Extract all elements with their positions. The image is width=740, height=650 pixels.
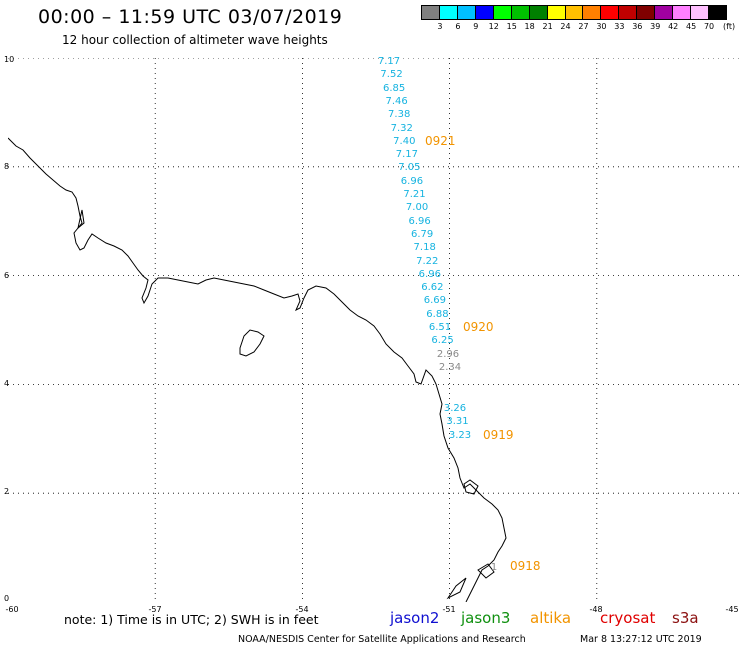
grid-lines bbox=[8, 58, 740, 602]
legend-swatch bbox=[690, 5, 709, 20]
legend-label: 42 bbox=[668, 22, 679, 31]
wave-height-label: 3.23 bbox=[448, 429, 472, 441]
lon-label: -48 bbox=[589, 605, 603, 614]
legend-label: 21 bbox=[542, 22, 553, 31]
satellite-name: s3a bbox=[672, 609, 699, 627]
generation-timestamp: Mar 8 13:27:12 UTC 2019 bbox=[580, 634, 702, 645]
wave-height-label: 6.69 bbox=[423, 295, 447, 307]
legend-label: 45 bbox=[686, 22, 697, 31]
wave-height-label: 6.62 bbox=[421, 282, 444, 294]
legend-swatch bbox=[492, 5, 512, 20]
satellite-name: cryosat bbox=[600, 609, 656, 627]
satellite-name: jason2 bbox=[390, 609, 440, 627]
pass-time-label: 0918 bbox=[510, 559, 541, 573]
wave-height-map bbox=[8, 58, 740, 602]
wave-height-label: 6.79 bbox=[411, 228, 434, 240]
wave-height-label: 7.05 bbox=[398, 162, 421, 174]
legend-label: 27 bbox=[578, 22, 589, 31]
wave-height-label: 3.26 bbox=[443, 403, 467, 414]
credit-text: NOAA/NESDIS Center for Satellite Applica… bbox=[238, 634, 526, 645]
legend-swatch bbox=[456, 5, 476, 20]
legend-swatch bbox=[672, 5, 692, 20]
legend-label: 15 bbox=[506, 22, 517, 31]
legend-label: 9 bbox=[473, 22, 479, 31]
wave-height-label: 7.00 bbox=[405, 202, 429, 214]
legend-label: 18 bbox=[524, 22, 535, 31]
legend-label: 33 bbox=[614, 22, 625, 31]
legend-label: 39 bbox=[650, 22, 661, 31]
wave-height-label: 6.51 bbox=[428, 322, 452, 333]
lon-label: -60 bbox=[5, 605, 19, 614]
color-legend-labels: 3 6 9 12 15 18 21 24 27 30 33 36 39 42 45 70 (ft) bbox=[422, 22, 740, 34]
legend-swatch bbox=[510, 5, 530, 20]
color-legend bbox=[421, 5, 727, 20]
wave-height-label: 6.96 bbox=[400, 175, 424, 187]
legend-label: 36 bbox=[632, 22, 643, 31]
page-subtitle: 12 hour collection of altimeter wave hei… bbox=[62, 33, 328, 47]
lat-label: 4 bbox=[4, 379, 10, 388]
wave-height-label: 6.25 bbox=[431, 335, 454, 347]
legend-swatch bbox=[528, 5, 548, 20]
pass-time-label: 0919 bbox=[483, 428, 514, 442]
wave-height-label: 7.40 bbox=[393, 135, 416, 147]
lat-label: 8 bbox=[4, 162, 10, 171]
pass-time-label: 0921 bbox=[425, 134, 456, 148]
wave-height-label: 7.21 bbox=[403, 189, 426, 200]
legend-swatch bbox=[708, 5, 727, 20]
legend-swatch bbox=[636, 5, 656, 20]
lat-label: 2 bbox=[4, 487, 10, 496]
legend-label: 6 bbox=[455, 22, 461, 31]
satellite-name: jason3 bbox=[461, 609, 511, 627]
legend-swatch bbox=[421, 5, 440, 20]
wave-height-label: 6.88 bbox=[426, 308, 449, 320]
wave-height-label: 6.85 bbox=[382, 82, 406, 94]
legend-swatch bbox=[654, 5, 674, 20]
legend-swatch bbox=[600, 5, 620, 20]
satellite-name: altika bbox=[530, 609, 572, 627]
lat-label: 6 bbox=[4, 271, 10, 280]
wave-height-label: 6.96 bbox=[418, 268, 441, 280]
wave-height-label: 7.32 bbox=[390, 122, 413, 134]
page-title: 00:00 – 11:59 UTC 03/07/2019 bbox=[38, 6, 343, 28]
legend-swatch bbox=[474, 5, 494, 20]
wave-height-label: 1 bbox=[490, 562, 498, 573]
wave-height-label: 7.46 bbox=[385, 95, 408, 107]
wave-height-label: 7.52 bbox=[380, 69, 403, 81]
legend-label: 3 bbox=[437, 22, 443, 31]
lon-label: -51 bbox=[442, 605, 456, 614]
wave-height-label: 2.34 bbox=[438, 362, 462, 374]
wave-height-label: 7.17 bbox=[377, 56, 401, 67]
legend-unit: (ft) bbox=[723, 22, 736, 31]
lon-label: -45 bbox=[725, 605, 739, 614]
lon-label: -57 bbox=[148, 605, 162, 614]
lat-label: 0 bbox=[4, 594, 10, 603]
wave-height-label: 7.18 bbox=[413, 242, 436, 254]
footer-note: note: 1) Time is in UTC; 2) SWH is in fe… bbox=[64, 612, 319, 627]
wave-height-label: 7.38 bbox=[388, 109, 411, 121]
wave-height-label: 2.96 bbox=[436, 349, 460, 360]
lat-label: 10 bbox=[4, 55, 15, 64]
legend-label: 12 bbox=[488, 22, 499, 31]
legend-swatch bbox=[564, 5, 584, 20]
legend-swatch bbox=[582, 5, 602, 20]
wave-height-label: 6.96 bbox=[408, 215, 431, 227]
legend-swatch bbox=[546, 5, 566, 20]
legend-label: 30 bbox=[596, 22, 607, 31]
wave-height-label: 3.31 bbox=[446, 416, 469, 428]
coastline bbox=[8, 137, 507, 602]
pass-time-label: 0920 bbox=[463, 320, 494, 334]
lon-label: -54 bbox=[295, 605, 309, 614]
legend-label: 24 bbox=[560, 22, 571, 31]
legend-swatch bbox=[438, 5, 458, 20]
wave-height-label: 7.17 bbox=[395, 149, 418, 161]
legend-label: 70 bbox=[703, 22, 715, 31]
wave-height-label: 7.22 bbox=[416, 255, 439, 267]
legend-swatch bbox=[618, 5, 638, 20]
